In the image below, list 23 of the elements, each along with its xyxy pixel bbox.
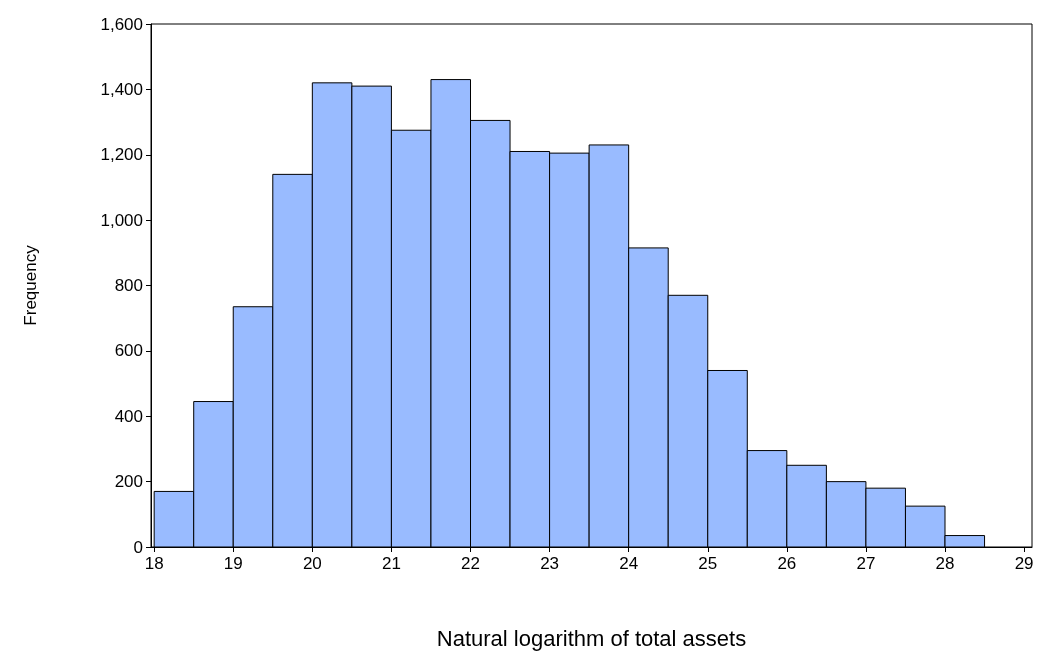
x-tick-label: 19 (223, 554, 243, 573)
y-tick-label: 200 (114, 472, 143, 492)
y-tick-label: 1,600 (100, 14, 143, 34)
x-tick-label: 24 (619, 554, 639, 573)
y-tick-label: 1,400 (100, 79, 143, 99)
y-tick-label: 800 (114, 276, 143, 295)
y-tick-label: 600 (114, 341, 143, 361)
y-tick-label: 1,200 (100, 145, 143, 165)
x-tick-label: 22 (461, 554, 480, 573)
x-tick-label: 26 (777, 554, 797, 573)
x-tick-label: 18 (144, 554, 164, 573)
x-tick-label: 23 (540, 554, 560, 573)
y-tick-label: 400 (114, 406, 143, 426)
x-tick-label: 28 (935, 554, 955, 573)
y-tick-label: 1,000 (100, 210, 143, 230)
x-axis-title: Natural logarithm of total assets (436, 625, 747, 651)
x-tick-label: 25 (698, 554, 718, 573)
x-tick-label: 27 (856, 554, 876, 573)
x-tick-label: 20 (302, 554, 322, 573)
x-tick-label: 21 (381, 554, 401, 573)
y-tick-label: 0 (133, 537, 143, 557)
y-axis-title: Frequency (21, 244, 40, 326)
x-tick-label: 29 (1014, 554, 1034, 573)
